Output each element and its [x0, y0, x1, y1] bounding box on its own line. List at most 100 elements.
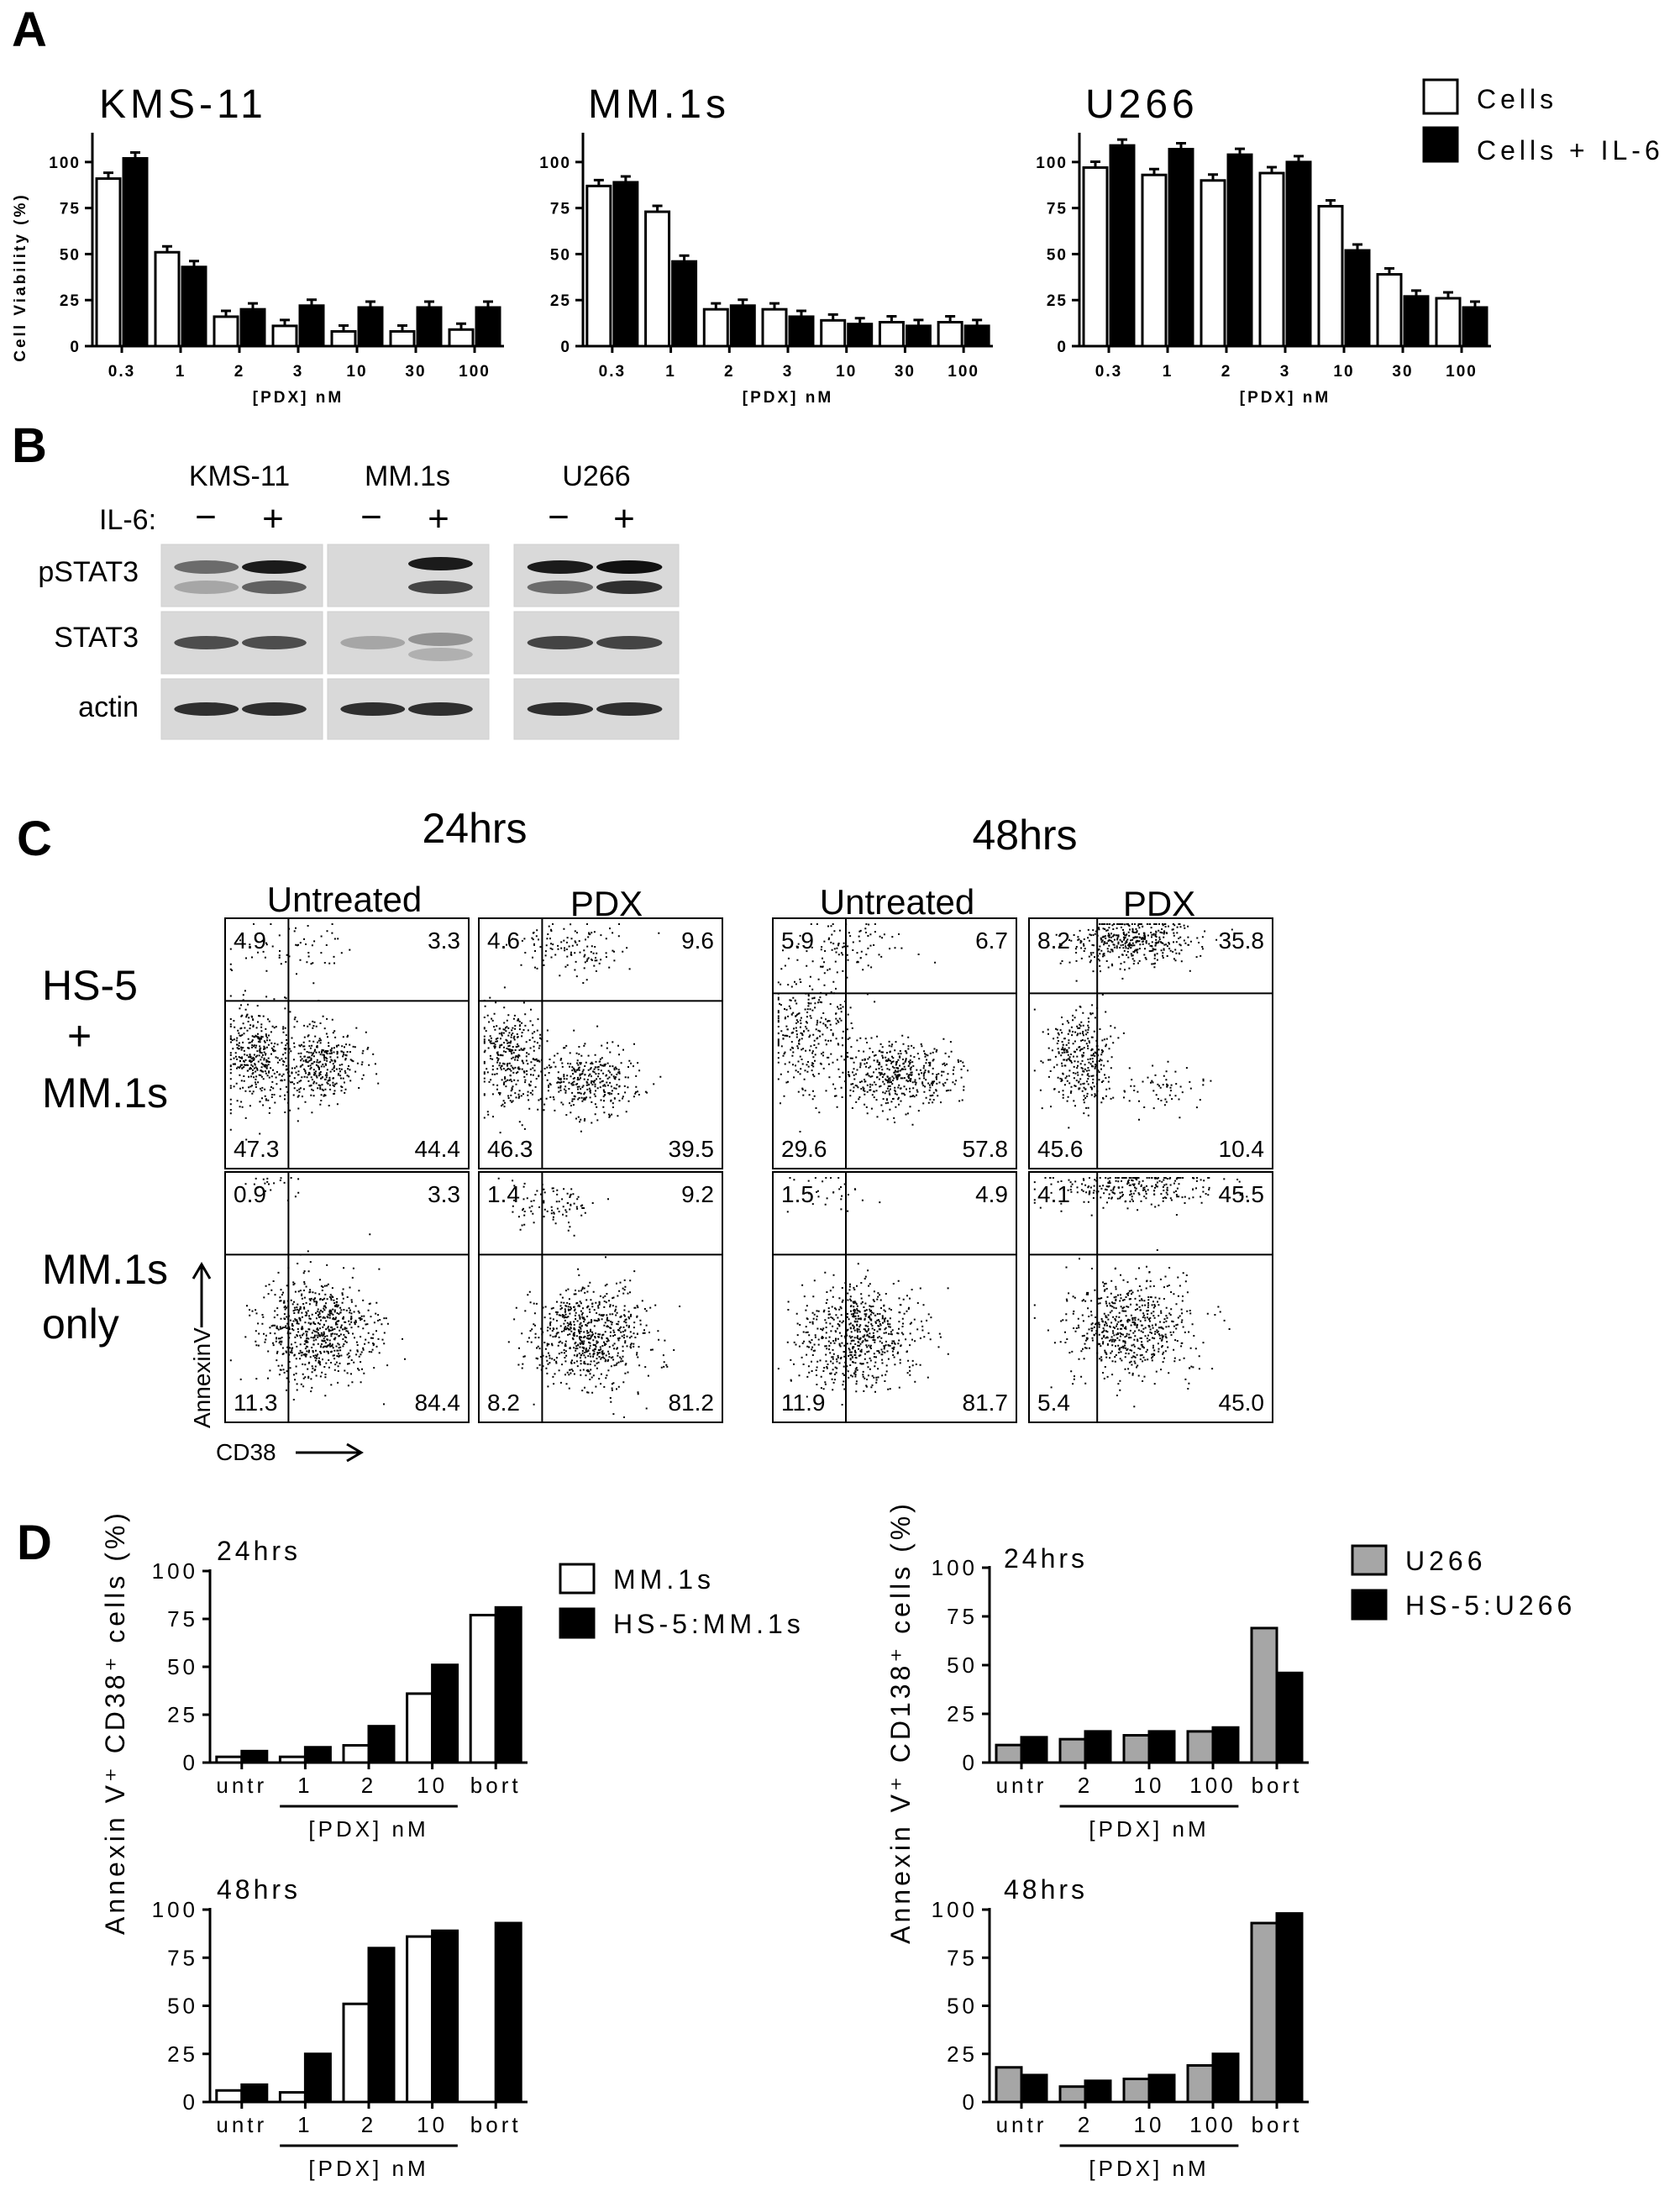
y-tick-label: 50	[167, 1654, 198, 1679]
legend-label-cells: Cells	[1477, 84, 1557, 114]
bar-hs-5-mm-1s-1	[303, 2052, 332, 2104]
x-tick-label-bort: bort	[470, 2112, 522, 2137]
y-axis-label-annexinv: AnnexinV	[189, 1327, 215, 1428]
il6-plus-u266: +	[613, 498, 635, 539]
row-label-mm1s-line1: MM.1s	[42, 1246, 168, 1293]
blot-band	[408, 557, 473, 570]
bar-cells-il-6-3	[298, 304, 325, 348]
y-tick-label: 0	[560, 339, 571, 356]
blot-row-label-actin: actin	[78, 691, 139, 723]
bar-hs-5-u266-10	[1147, 1730, 1176, 1764]
x-tick-label-bort: bort	[1252, 2112, 1303, 2137]
error-bar	[189, 260, 199, 267]
bar-cells-il-6-30	[1403, 295, 1430, 348]
x-tick-label-2: 2	[1078, 2112, 1093, 2137]
bar-cells-il-6-10	[847, 323, 874, 348]
error-bar	[1235, 147, 1245, 155]
x-tick-label-1: 1	[297, 1773, 312, 1798]
bar-cells-100	[1435, 297, 1462, 348]
flow-plot-frame	[478, 917, 723, 1169]
bar-cells-il-6-10	[357, 306, 384, 348]
quadrant-lower-left: 46.3	[487, 1136, 533, 1162]
bar-cells-0-3	[585, 184, 612, 348]
y-tick-label: 100	[539, 155, 571, 172]
event-cloud	[777, 943, 876, 1132]
legend-swatch-hs5-mm1s	[559, 1607, 596, 1639]
x-axis-label-pdx: [PDX] nM	[1089, 2156, 1209, 2181]
blot-band	[242, 560, 307, 574]
bar-u266-bort	[1250, 1921, 1278, 2104]
y-tick-label: 75	[60, 201, 81, 218]
legend-swatch-cells	[1422, 78, 1459, 115]
quadrant-lower-right: 81.7	[963, 1390, 1009, 1416]
blot-header-kms11: KMS-11	[189, 460, 290, 492]
error-bar	[365, 300, 375, 307]
chart-title-48hrs: 48hrs	[1004, 1874, 1088, 1905]
blot-strips	[160, 544, 680, 740]
row-label-mm1s-line2: only	[42, 1301, 119, 1348]
bar-hs-5-u266-2	[1084, 2079, 1112, 2104]
error-bar	[913, 318, 924, 326]
y-tick-label: 0	[183, 1750, 198, 1775]
error-bar	[1090, 160, 1100, 168]
y-tick-label: 25	[167, 2041, 198, 2067]
bar-cells-il-6-0-3	[612, 181, 639, 348]
blot-band	[596, 702, 663, 716]
y-tick-label: 25	[167, 1702, 198, 1727]
error-bar	[103, 171, 113, 179]
blot-band	[527, 702, 594, 716]
x-tick-label-10: 10	[1134, 1773, 1165, 1798]
bar-cells-il-6-30	[416, 306, 443, 348]
blot-band	[596, 636, 663, 649]
x-axis-label-pdx: [PDX] nM	[1089, 1816, 1209, 1842]
bar-mm-1s-1	[278, 2091, 307, 2104]
error-bar	[339, 323, 349, 332]
flow-plot: 4.1 45.5 5.4 45.0	[1028, 1171, 1273, 1423]
quadrant-lower-left: 8.2	[487, 1390, 520, 1416]
flow-plot-frame	[478, 1171, 723, 1423]
quadrant-lower-right: 81.2	[669, 1390, 715, 1416]
x-tick-label-0-3: 0.3	[1095, 363, 1122, 381]
y-tick-label: 75	[947, 1604, 978, 1629]
bar-hs-5-mm-1s-bort	[494, 1605, 522, 1764]
bar-cells-il-6-2	[1226, 153, 1253, 348]
bar-u266-10	[1122, 1734, 1151, 1764]
x-tick-label-untr: untr	[996, 1773, 1047, 1798]
error-bar	[1149, 167, 1159, 176]
bar-cells-30	[878, 321, 905, 348]
error-bar	[827, 313, 838, 321]
x-tick-label-30: 30	[405, 363, 426, 381]
blot-band	[596, 560, 663, 574]
chart-title-48hrs: 48hrs	[217, 1874, 301, 1905]
x-axis-label-u266: [PDX] nM	[1240, 389, 1331, 407]
blot-strip	[513, 544, 680, 607]
bar-cells-il-6-100	[1462, 306, 1488, 348]
bar-cells-il-6-0-3	[122, 156, 149, 348]
bar-cells-1	[154, 250, 181, 348]
chart-u266-24hrs: 24hrs 0 25 50 75 100 untr 2 10 100 bort [PDX] nM	[932, 1543, 1309, 1842]
bar-mm-1s-10	[406, 1935, 434, 2104]
y-tick-label: 50	[167, 1994, 198, 2019]
x-tick-label-3: 3	[293, 363, 304, 381]
flow-plot-frame	[772, 917, 1017, 1169]
condition-header-untreated-24: Untreated	[267, 880, 422, 919]
bar-u266-untr	[995, 1743, 1023, 1764]
flow-plot: 0.9 3.3 11.3 84.4	[224, 1171, 470, 1423]
bar-cells-100	[937, 321, 963, 348]
flow-plot: 8.2 35.8 45.6 10.4	[1028, 917, 1273, 1169]
bar-mm-1s-2	[342, 2002, 370, 2104]
y-tick-label: 50	[947, 1994, 978, 2019]
bar-cells-il-6-0-3	[1109, 144, 1136, 348]
error-bar	[620, 175, 631, 182]
quadrant-lower-left: 5.4	[1037, 1390, 1070, 1416]
chart-title-24hrs: 24hrs	[217, 1536, 301, 1566]
bar-hs-5-u266-untr	[1020, 2073, 1048, 2104]
bar-cells-100	[448, 328, 475, 348]
bar-mm-1s-10	[406, 1692, 434, 1764]
quadrant-upper-right: 6.7	[975, 927, 1008, 954]
error-bar	[221, 309, 231, 317]
event-cloud	[782, 923, 937, 974]
y-tick-label: 0	[70, 339, 81, 356]
error-bar	[1384, 267, 1394, 275]
